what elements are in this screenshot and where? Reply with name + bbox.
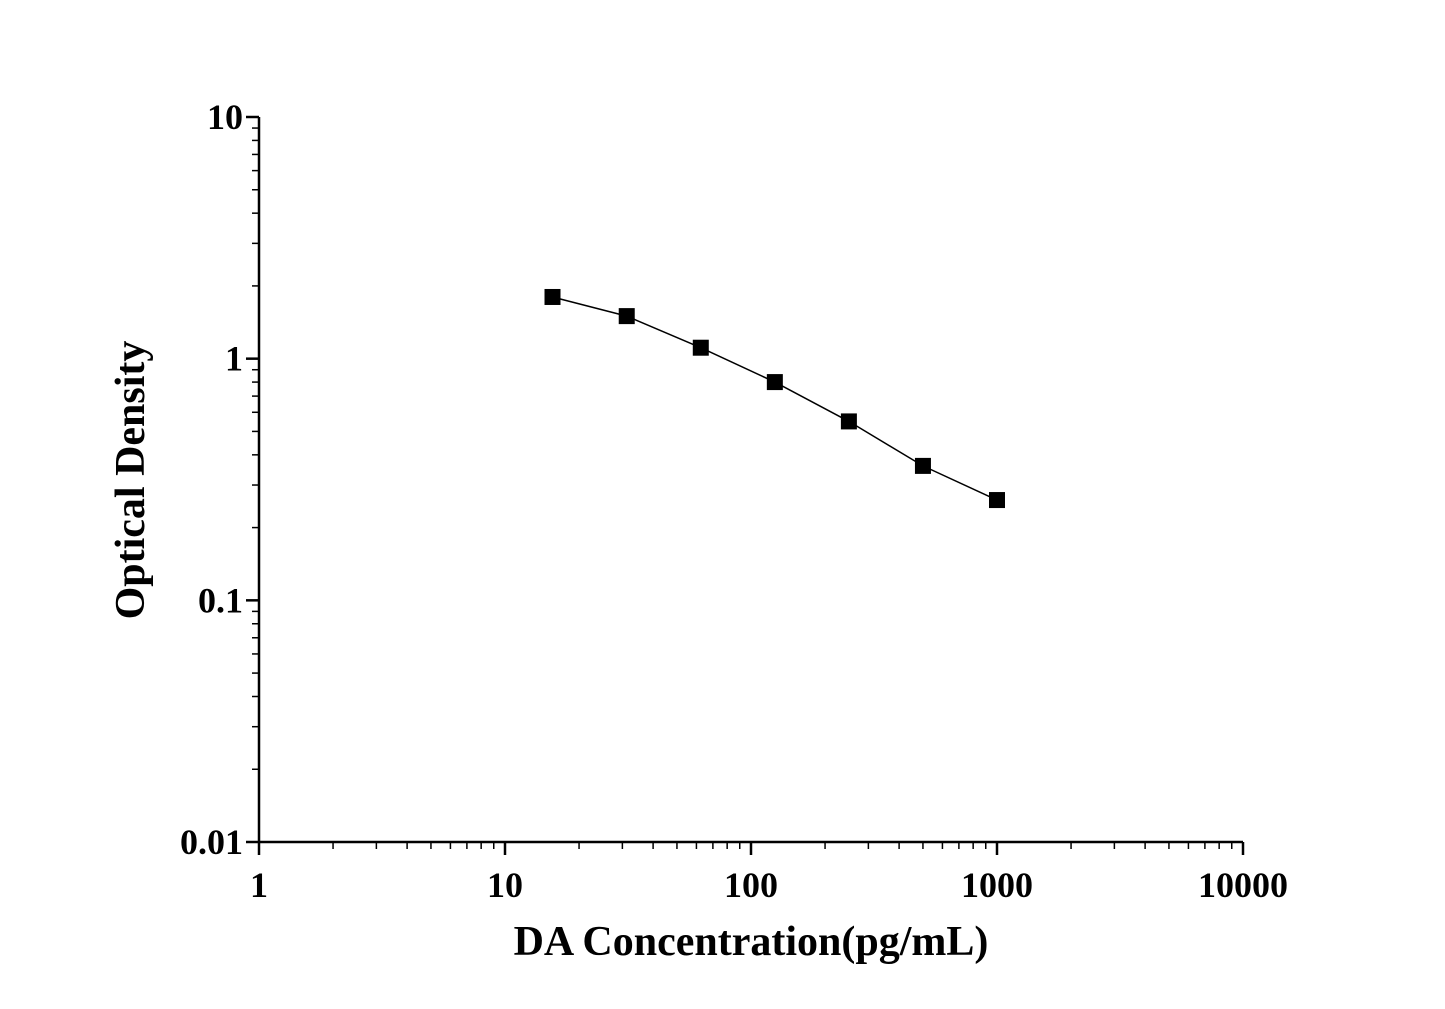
- data-point: [544, 288, 561, 305]
- data-point: [692, 339, 709, 356]
- data-point: [914, 457, 931, 474]
- y-tick-label: 10: [207, 97, 243, 137]
- x-tick-label: 1000: [961, 865, 1033, 905]
- data-point: [618, 308, 635, 325]
- y-tick-label: 1: [225, 339, 243, 379]
- x-tick-label: 10000: [1198, 865, 1288, 905]
- x-axis-label: DA Concentration(pg/mL): [514, 919, 989, 965]
- x-tick-label: 100: [724, 865, 778, 905]
- y-tick-label: 0.01: [180, 822, 243, 862]
- data-point: [766, 374, 783, 391]
- y-axis-label: Optical Density: [108, 341, 154, 620]
- x-tick-label: 1: [250, 865, 268, 905]
- data-point: [989, 492, 1005, 509]
- data-point: [840, 413, 857, 430]
- y-tick-label: 0.1: [198, 580, 243, 620]
- x-tick-label: 10: [487, 865, 523, 905]
